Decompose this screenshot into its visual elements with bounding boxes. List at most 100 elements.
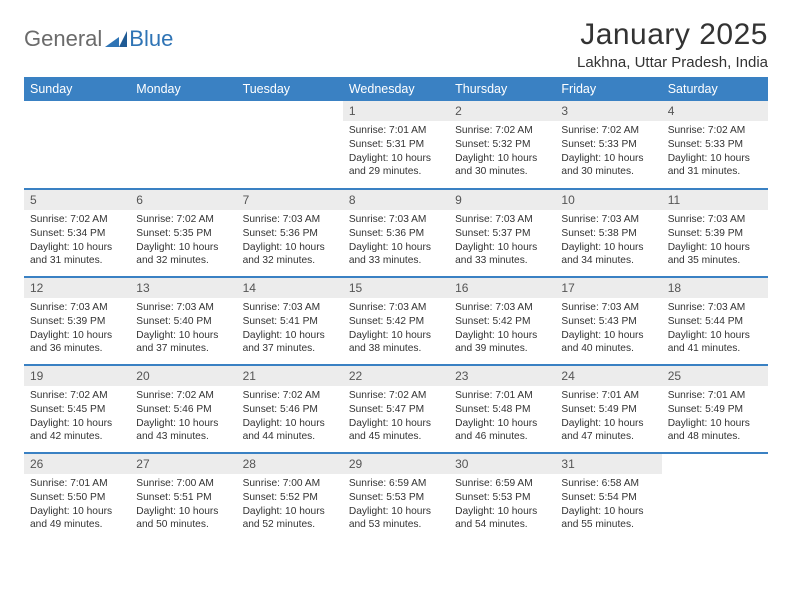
day-body: Sunrise: 7:03 AMSunset: 5:39 PMDaylight:…: [24, 298, 130, 360]
day-number: 24: [555, 366, 661, 386]
day-number: 30: [449, 454, 555, 474]
day-number: 25: [662, 366, 768, 386]
day-number: 26: [24, 454, 130, 474]
day-body: Sunrise: 6:59 AMSunset: 5:53 PMDaylight:…: [343, 474, 449, 536]
calendar-week-row: 26Sunrise: 7:01 AMSunset: 5:50 PMDayligh…: [24, 453, 768, 541]
day-body: Sunrise: 7:02 AMSunset: 5:46 PMDaylight:…: [130, 386, 236, 448]
header: General Blue January 2025 Lakhna, Uttar …: [24, 18, 768, 71]
calendar-week-row: 5Sunrise: 7:02 AMSunset: 5:34 PMDaylight…: [24, 189, 768, 277]
day-body: Sunrise: 7:02 AMSunset: 5:34 PMDaylight:…: [24, 210, 130, 272]
day-body: Sunrise: 7:02 AMSunset: 5:33 PMDaylight:…: [555, 121, 661, 183]
day-body: Sunrise: 7:00 AMSunset: 5:51 PMDaylight:…: [130, 474, 236, 536]
location: Lakhna, Uttar Pradesh, India: [577, 54, 768, 71]
weekday-header: Wednesday: [343, 77, 449, 101]
day-body: Sunrise: 7:01 AMSunset: 5:48 PMDaylight:…: [449, 386, 555, 448]
day-body: Sunrise: 7:02 AMSunset: 5:32 PMDaylight:…: [449, 121, 555, 183]
calendar-day-cell: [237, 101, 343, 189]
day-body: Sunrise: 6:58 AMSunset: 5:54 PMDaylight:…: [555, 474, 661, 536]
day-number: 1: [343, 101, 449, 121]
day-body: Sunrise: 7:02 AMSunset: 5:45 PMDaylight:…: [24, 386, 130, 448]
day-body: Sunrise: 7:03 AMSunset: 5:41 PMDaylight:…: [237, 298, 343, 360]
calendar-day-cell: 18Sunrise: 7:03 AMSunset: 5:44 PMDayligh…: [662, 277, 768, 365]
calendar-day-cell: 13Sunrise: 7:03 AMSunset: 5:40 PMDayligh…: [130, 277, 236, 365]
calendar-day-cell: 27Sunrise: 7:00 AMSunset: 5:51 PMDayligh…: [130, 453, 236, 541]
calendar-day-cell: 7Sunrise: 7:03 AMSunset: 5:36 PMDaylight…: [237, 189, 343, 277]
day-number: 18: [662, 278, 768, 298]
day-number: 16: [449, 278, 555, 298]
calendar-day-cell: 21Sunrise: 7:02 AMSunset: 5:46 PMDayligh…: [237, 365, 343, 453]
calendar-day-cell: 19Sunrise: 7:02 AMSunset: 5:45 PMDayligh…: [24, 365, 130, 453]
day-number: 20: [130, 366, 236, 386]
day-number: 27: [130, 454, 236, 474]
day-number: 29: [343, 454, 449, 474]
day-body: Sunrise: 7:01 AMSunset: 5:49 PMDaylight:…: [662, 386, 768, 448]
calendar-day-cell: 25Sunrise: 7:01 AMSunset: 5:49 PMDayligh…: [662, 365, 768, 453]
day-body: Sunrise: 7:01 AMSunset: 5:50 PMDaylight:…: [24, 474, 130, 536]
calendar-day-cell: 1Sunrise: 7:01 AMSunset: 5:31 PMDaylight…: [343, 101, 449, 189]
calendar-day-cell: 14Sunrise: 7:03 AMSunset: 5:41 PMDayligh…: [237, 277, 343, 365]
calendar-day-cell: 26Sunrise: 7:01 AMSunset: 5:50 PMDayligh…: [24, 453, 130, 541]
weekday-header-row: Sunday Monday Tuesday Wednesday Thursday…: [24, 77, 768, 101]
day-number: 17: [555, 278, 661, 298]
day-body: Sunrise: 7:01 AMSunset: 5:31 PMDaylight:…: [343, 121, 449, 183]
calendar-day-cell: 10Sunrise: 7:03 AMSunset: 5:38 PMDayligh…: [555, 189, 661, 277]
day-body: Sunrise: 7:03 AMSunset: 5:37 PMDaylight:…: [449, 210, 555, 272]
calendar-day-cell: 23Sunrise: 7:01 AMSunset: 5:48 PMDayligh…: [449, 365, 555, 453]
calendar-day-cell: 9Sunrise: 7:03 AMSunset: 5:37 PMDaylight…: [449, 189, 555, 277]
logo-text-general: General: [24, 26, 102, 52]
calendar-week-row: 1Sunrise: 7:01 AMSunset: 5:31 PMDaylight…: [24, 101, 768, 189]
calendar-day-cell: 11Sunrise: 7:03 AMSunset: 5:39 PMDayligh…: [662, 189, 768, 277]
logo-mark-icon: [105, 31, 127, 47]
day-number: 3: [555, 101, 661, 121]
day-number: 15: [343, 278, 449, 298]
weekday-header: Tuesday: [237, 77, 343, 101]
weekday-header: Saturday: [662, 77, 768, 101]
calendar-day-cell: 8Sunrise: 7:03 AMSunset: 5:36 PMDaylight…: [343, 189, 449, 277]
day-body: Sunrise: 7:03 AMSunset: 5:36 PMDaylight:…: [343, 210, 449, 272]
calendar-day-cell: 24Sunrise: 7:01 AMSunset: 5:49 PMDayligh…: [555, 365, 661, 453]
day-body: Sunrise: 6:59 AMSunset: 5:53 PMDaylight:…: [449, 474, 555, 536]
day-body: Sunrise: 7:03 AMSunset: 5:43 PMDaylight:…: [555, 298, 661, 360]
day-body: Sunrise: 7:01 AMSunset: 5:49 PMDaylight:…: [555, 386, 661, 448]
day-body: Sunrise: 7:03 AMSunset: 5:39 PMDaylight:…: [662, 210, 768, 272]
calendar-day-cell: 31Sunrise: 6:58 AMSunset: 5:54 PMDayligh…: [555, 453, 661, 541]
day-body: Sunrise: 7:03 AMSunset: 5:36 PMDaylight:…: [237, 210, 343, 272]
day-body: Sunrise: 7:02 AMSunset: 5:33 PMDaylight:…: [662, 121, 768, 183]
calendar-day-cell: 16Sunrise: 7:03 AMSunset: 5:42 PMDayligh…: [449, 277, 555, 365]
day-number: 2: [449, 101, 555, 121]
day-number: 9: [449, 190, 555, 210]
day-number: 19: [24, 366, 130, 386]
calendar-day-cell: 2Sunrise: 7:02 AMSunset: 5:32 PMDaylight…: [449, 101, 555, 189]
day-number: 28: [237, 454, 343, 474]
day-number: 21: [237, 366, 343, 386]
calendar-day-cell: 28Sunrise: 7:00 AMSunset: 5:52 PMDayligh…: [237, 453, 343, 541]
day-number: 12: [24, 278, 130, 298]
day-number: 22: [343, 366, 449, 386]
day-number: 4: [662, 101, 768, 121]
day-body: Sunrise: 7:02 AMSunset: 5:35 PMDaylight:…: [130, 210, 236, 272]
title-block: January 2025 Lakhna, Uttar Pradesh, Indi…: [577, 18, 768, 71]
day-body: Sunrise: 7:03 AMSunset: 5:40 PMDaylight:…: [130, 298, 236, 360]
day-number: 23: [449, 366, 555, 386]
calendar-week-row: 19Sunrise: 7:02 AMSunset: 5:45 PMDayligh…: [24, 365, 768, 453]
logo-text-blue: Blue: [129, 26, 173, 52]
calendar-day-cell: [662, 453, 768, 541]
day-number: 11: [662, 190, 768, 210]
calendar-day-cell: 4Sunrise: 7:02 AMSunset: 5:33 PMDaylight…: [662, 101, 768, 189]
calendar-day-cell: 30Sunrise: 6:59 AMSunset: 5:53 PMDayligh…: [449, 453, 555, 541]
calendar-day-cell: 15Sunrise: 7:03 AMSunset: 5:42 PMDayligh…: [343, 277, 449, 365]
logo: General Blue: [24, 18, 173, 52]
calendar-day-cell: [130, 101, 236, 189]
calendar-day-cell: 12Sunrise: 7:03 AMSunset: 5:39 PMDayligh…: [24, 277, 130, 365]
weekday-header: Monday: [130, 77, 236, 101]
weekday-header: Sunday: [24, 77, 130, 101]
calendar-day-cell: 22Sunrise: 7:02 AMSunset: 5:47 PMDayligh…: [343, 365, 449, 453]
day-body: Sunrise: 7:02 AMSunset: 5:47 PMDaylight:…: [343, 386, 449, 448]
calendar-day-cell: 5Sunrise: 7:02 AMSunset: 5:34 PMDaylight…: [24, 189, 130, 277]
month-title: January 2025: [577, 18, 768, 52]
day-body: Sunrise: 7:03 AMSunset: 5:38 PMDaylight:…: [555, 210, 661, 272]
weekday-header: Friday: [555, 77, 661, 101]
day-number: 31: [555, 454, 661, 474]
calendar-table: Sunday Monday Tuesday Wednesday Thursday…: [24, 77, 768, 541]
calendar-day-cell: 3Sunrise: 7:02 AMSunset: 5:33 PMDaylight…: [555, 101, 661, 189]
